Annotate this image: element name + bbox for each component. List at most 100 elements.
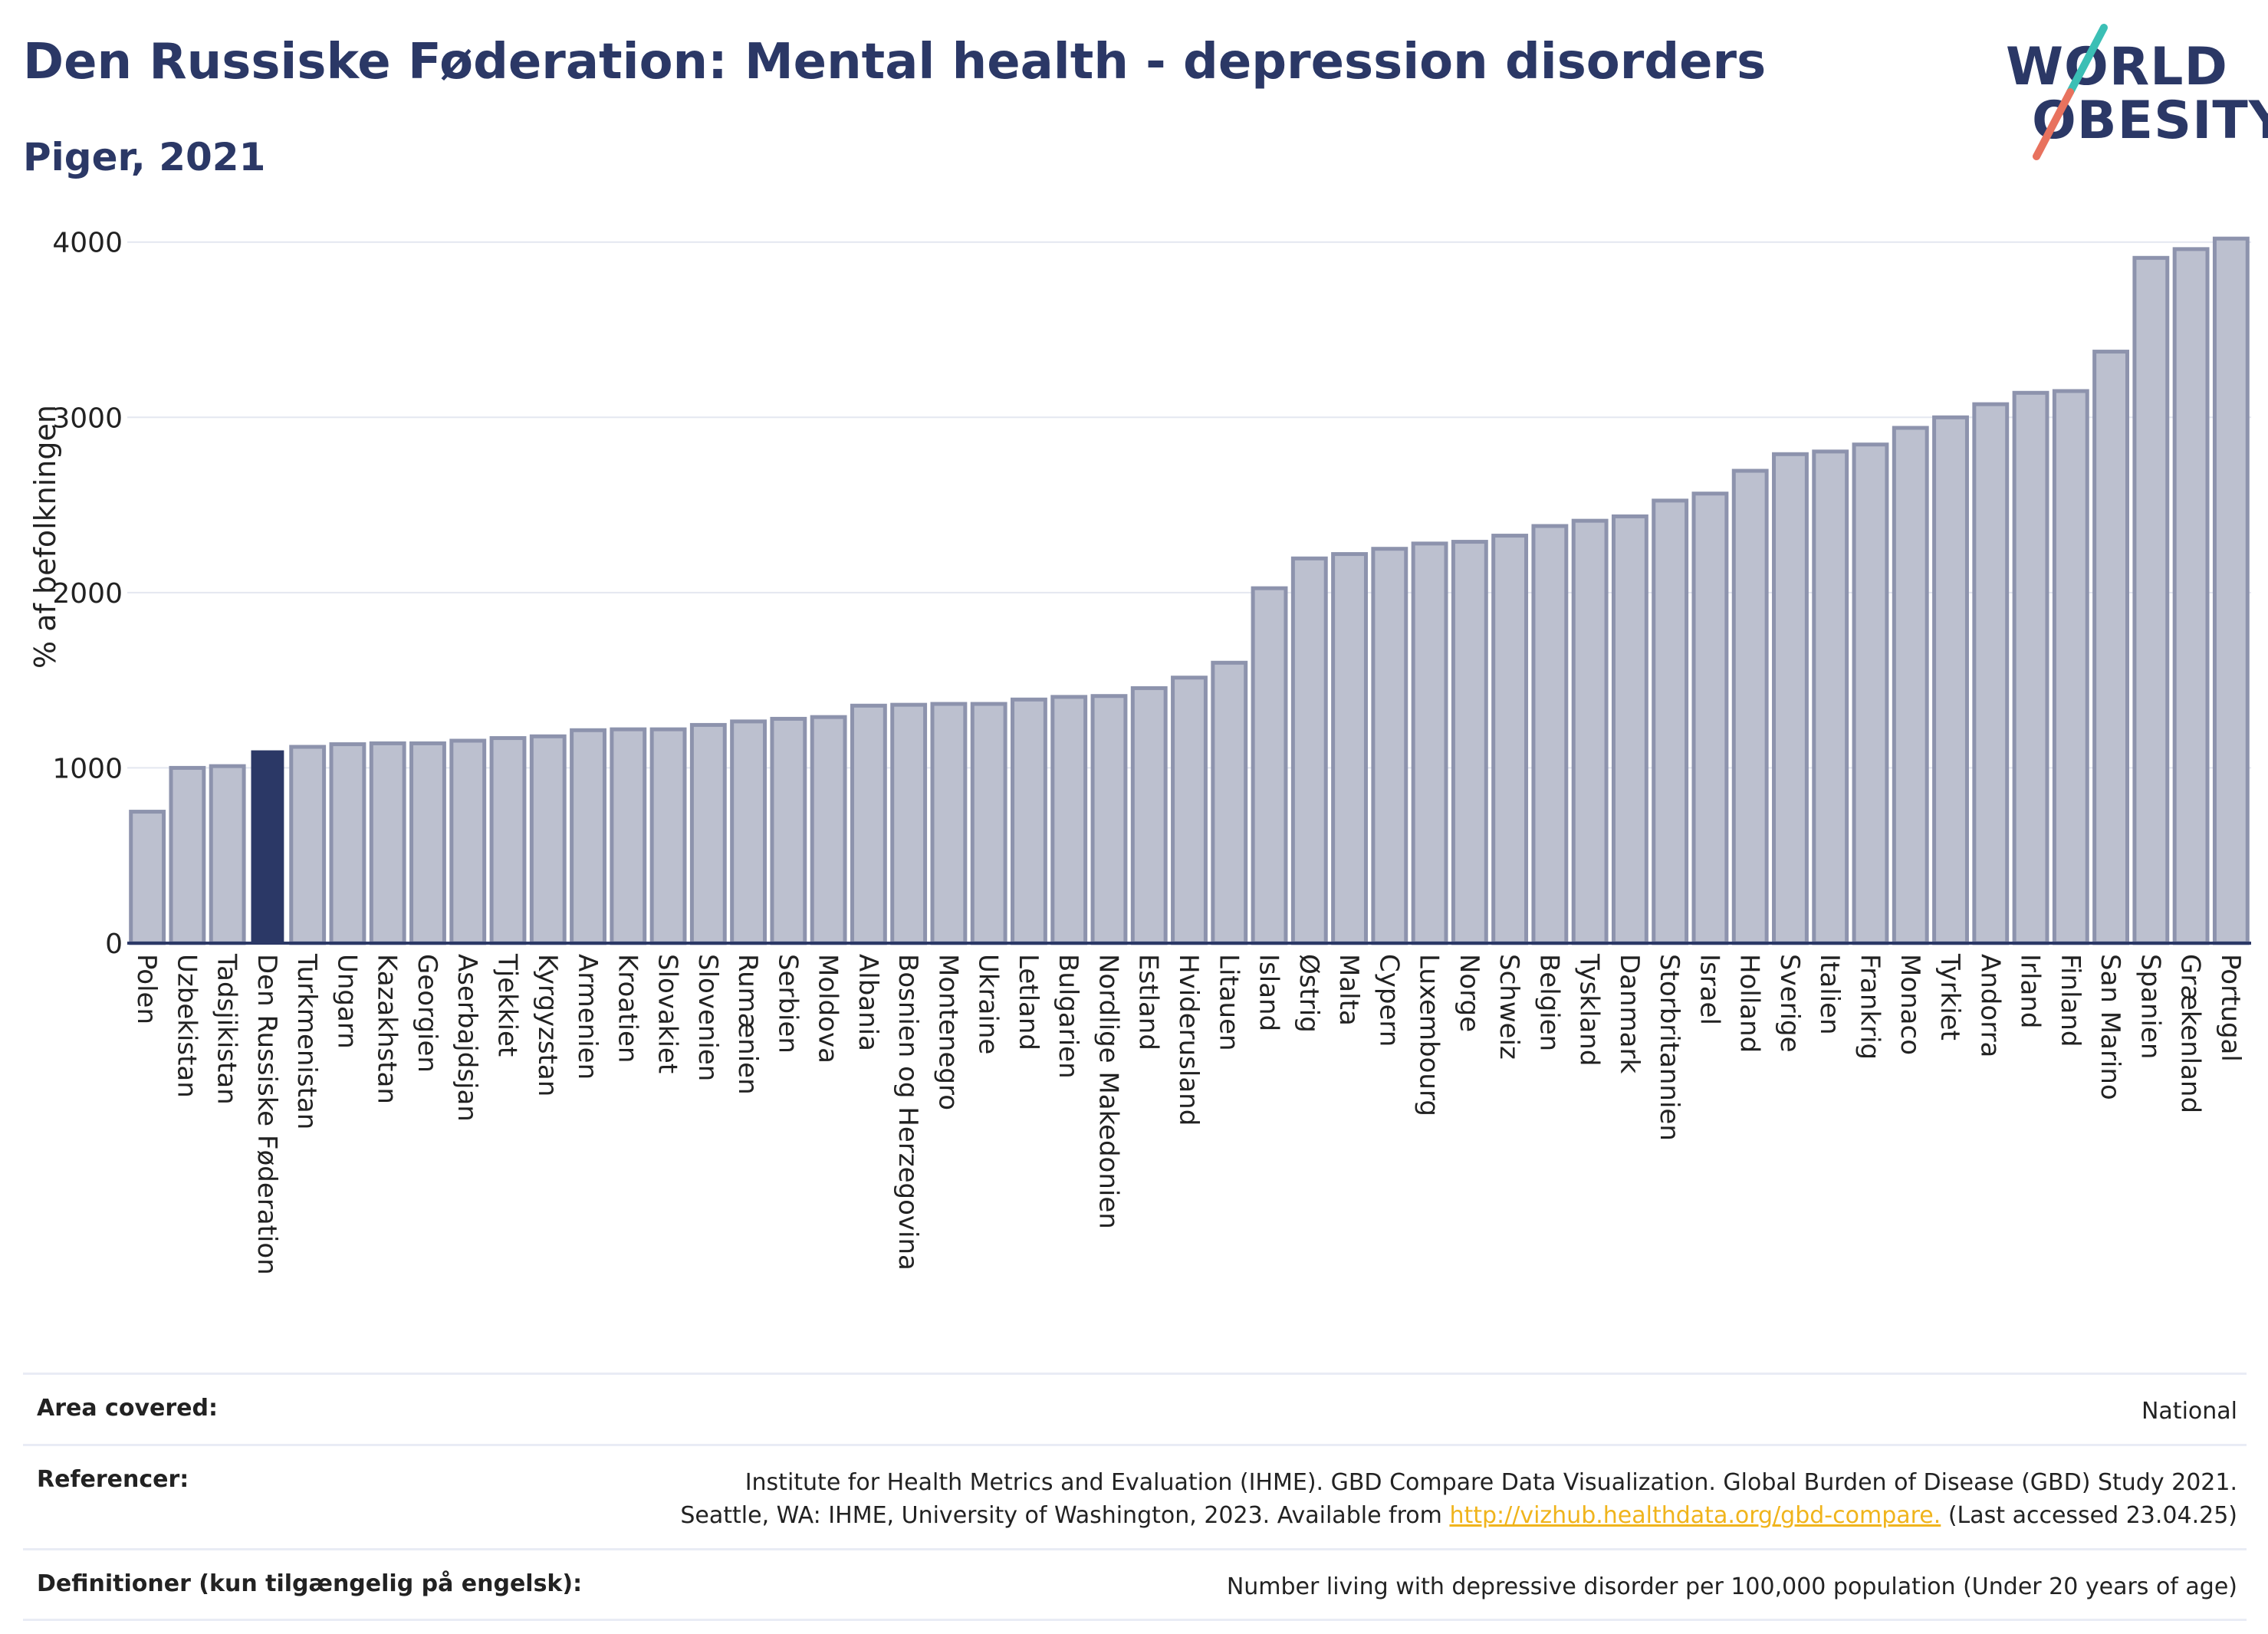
bar: [1090, 694, 1128, 945]
bar: [1812, 449, 1849, 945]
reference-accessed: (Last accessed 23.04.25): [1948, 1502, 2237, 1529]
x-tick-label: Nordlige Makedonien: [1093, 954, 1123, 1229]
bar: [289, 745, 327, 945]
x-tick-label: Schweiz: [1494, 954, 1524, 1060]
x-tick-label: Uzbekistan: [171, 954, 202, 1098]
x-tick-label: Norge: [1454, 954, 1484, 1032]
bar: [970, 702, 1007, 945]
bar: [1211, 660, 1248, 945]
bar: [1531, 524, 1569, 945]
x-tick-label: Rumænien: [732, 954, 763, 1095]
bar: [890, 702, 928, 945]
area-covered-value: National: [2141, 1398, 2237, 1425]
bar: [1491, 534, 1529, 945]
bar: [1571, 518, 1609, 945]
bar: [2012, 390, 2049, 945]
x-tick-label: Georgien: [412, 954, 442, 1073]
x-tick-label: Kazakhstan: [372, 954, 403, 1104]
bar: [1130, 685, 1168, 945]
x-tick-label: Irland: [2015, 954, 2046, 1028]
bar: [449, 738, 487, 945]
bar: [1731, 469, 1769, 945]
x-tick-label: Holland: [1734, 954, 1765, 1053]
x-tick-label: Portugal: [2215, 954, 2246, 1062]
x-tick-label: Andorra: [1974, 954, 2005, 1057]
y-tick-label: 4000: [52, 228, 123, 259]
x-tick-label: Litauen: [1213, 954, 1244, 1051]
bar: [209, 764, 246, 945]
x-tick-label: Letland: [1013, 954, 1044, 1050]
bar: [1451, 540, 1488, 945]
bar: [610, 727, 647, 945]
bar: [2092, 350, 2130, 945]
x-tick-label: Slovenien: [692, 954, 723, 1081]
page-subtitle: Piger, 2021: [23, 135, 266, 179]
bar: [689, 722, 727, 945]
x-tick-label: Spanien: [2135, 954, 2165, 1059]
bar: [1852, 442, 1889, 945]
bar: [489, 736, 527, 945]
x-tick-label: Bosnien og Herzegovina: [892, 954, 923, 1271]
bar: [2132, 255, 2170, 945]
bar: [1611, 514, 1648, 945]
bars: [129, 236, 2250, 945]
references-label: Referencer:: [37, 1465, 189, 1493]
bar: [1371, 547, 1408, 945]
y-axis: 0 1000 2000 3000 4000: [52, 228, 123, 960]
footer-row-definitions: Definitioner (kun tilgængelig på engelsk…: [23, 1547, 2247, 1621]
world-obesity-logo: WORLD OBESITY: [2001, 21, 2268, 167]
x-tick-label: Sverige: [1774, 954, 1805, 1053]
x-tick-label: Danmark: [1614, 954, 1645, 1073]
x-tick-label: Polen: [131, 954, 162, 1024]
x-tick-label: Israel: [1694, 954, 1724, 1025]
x-tick-label: Storbritannien: [1654, 954, 1685, 1141]
logo-slash-icon: [2033, 24, 2108, 160]
bar: [1652, 498, 1689, 945]
footer-row-references: Referencer: Institute for Health Metrics…: [23, 1443, 2247, 1548]
x-tick-label: Østrig: [1293, 954, 1324, 1033]
x-tick-label: Island: [1254, 954, 1284, 1031]
x-tick-label: Moldova: [813, 954, 843, 1064]
area-covered-label: Area covered:: [37, 1395, 218, 1422]
x-tick-label: Montenegro: [932, 954, 963, 1110]
footer-row-area: Area covered: National: [23, 1373, 2247, 1444]
reference-line-1: Institute for Health Metrics and Evaluat…: [744, 1468, 2237, 1496]
reference-link[interactable]: http://vizhub.healthdata.org/gbd-compare…: [1449, 1502, 1941, 1529]
definitions-label: Definitioner (kun tilgængelig på engelsk…: [37, 1570, 583, 1597]
bar: [770, 716, 807, 945]
x-tick-label: Serbien: [772, 954, 803, 1054]
chart-footer: Area covered: National Referencer: Insti…: [23, 1373, 2247, 1621]
bar: [649, 727, 687, 945]
x-tick-label: Armenien: [572, 954, 603, 1080]
x-tick-label: Italien: [1814, 954, 1845, 1035]
bar: [1932, 415, 1969, 945]
bar: [570, 728, 606, 945]
y-tick-label: 2000: [52, 578, 123, 610]
bar: [810, 715, 847, 945]
x-tick-label: Den Russiske Føderation: [251, 954, 282, 1275]
bar: [1171, 676, 1208, 945]
x-tick-label: Tyrkiet: [1934, 953, 1965, 1041]
x-tick-label: Tadsjikistan: [212, 953, 242, 1105]
bar: [1251, 586, 1288, 945]
x-tick-label: Ukraine: [973, 954, 1004, 1054]
page-title: Den Russiske Føderation: Mental health -…: [23, 34, 1767, 90]
bar: [850, 703, 887, 945]
x-tick-label: Monaco: [1895, 954, 1925, 1055]
bar: [329, 742, 366, 945]
references-value: Institute for Health Metrics and Evaluat…: [680, 1466, 2237, 1533]
x-tick-label: Luxembourg: [1414, 954, 1445, 1116]
bar: [529, 734, 567, 945]
bar: [730, 719, 768, 945]
bar-chart: Polen Uzbekistan Tadsjikistan Den Russiske …: [28, 228, 2251, 1275]
bar: [1290, 556, 1328, 945]
definitions-value: Number living with depressive disorder p…: [1226, 1573, 2237, 1600]
bar: [2212, 236, 2250, 945]
bar: [1011, 697, 1047, 945]
x-tick-label: Malta: [1333, 954, 1364, 1026]
x-tick-label: Frankrig: [1854, 954, 1885, 1060]
bar: [169, 765, 206, 945]
x-tick-label: Finland: [2055, 954, 2086, 1047]
y-tick-label: 3000: [52, 403, 123, 434]
bar: [369, 741, 406, 945]
